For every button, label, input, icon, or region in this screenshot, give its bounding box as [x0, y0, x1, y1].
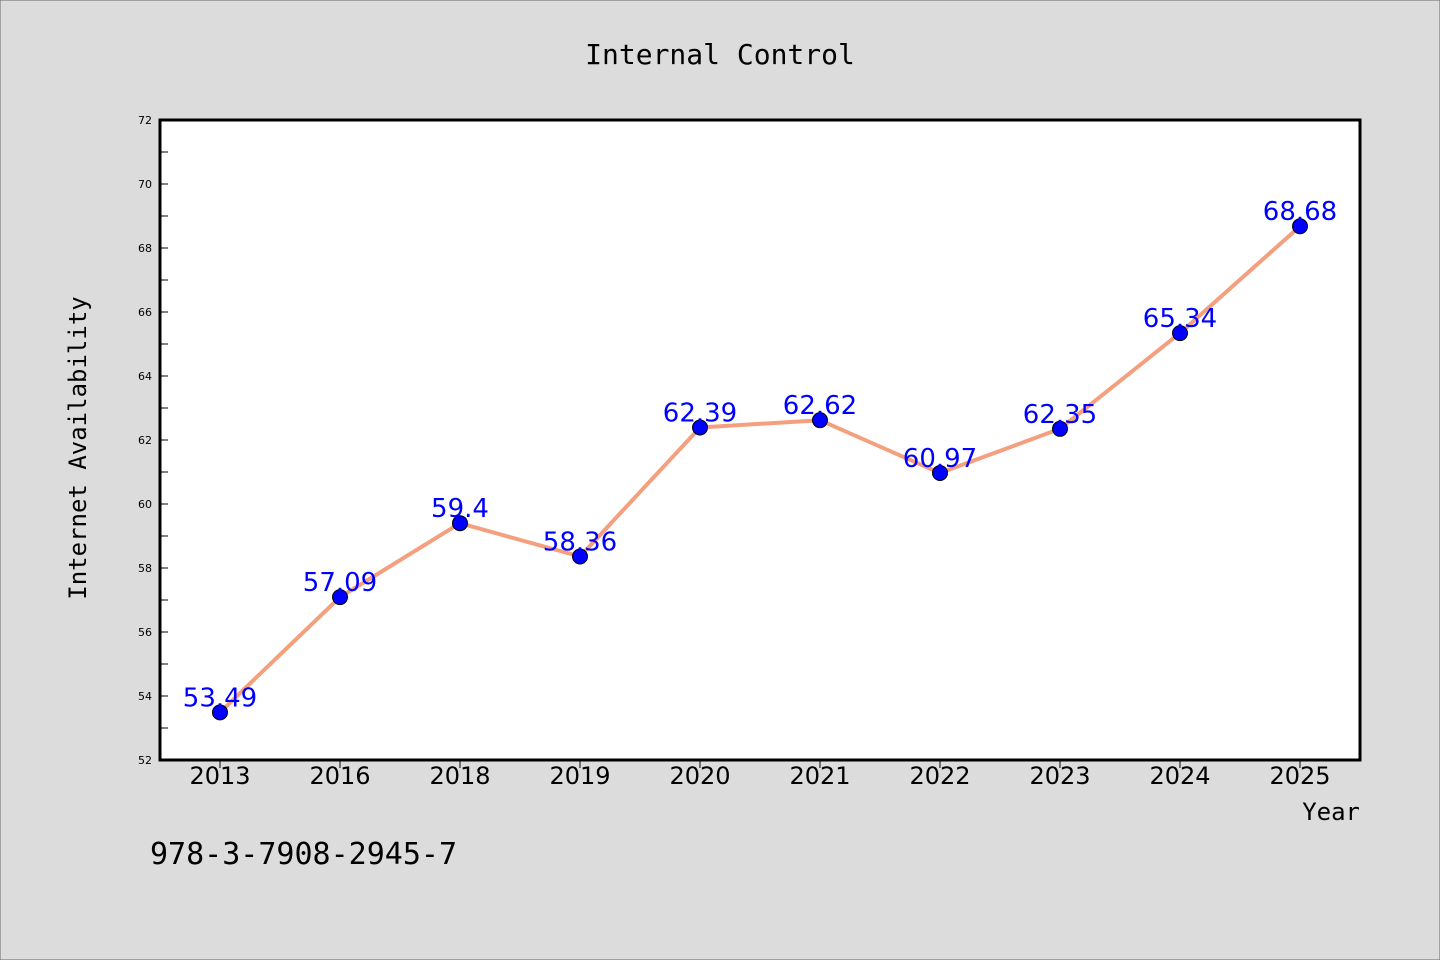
data-point: [1292, 218, 1308, 235]
x-tick-label: 2013: [189, 762, 250, 790]
data-label: 68.68: [1263, 197, 1337, 227]
data-point: [452, 515, 468, 532]
data-label: 60.97: [903, 444, 977, 474]
data-point: [692, 419, 708, 436]
y-tick-label: 66: [138, 306, 152, 319]
data-point: [1052, 420, 1068, 437]
data-label: 53.49: [183, 683, 257, 713]
y-tick-label: 72: [138, 114, 152, 127]
y-tick-label: 54: [138, 690, 152, 703]
data-point: [332, 589, 348, 606]
x-tick-label: 2019: [549, 762, 610, 790]
data-label: 57.09: [303, 568, 377, 598]
chart-title: Internal Control: [585, 38, 855, 71]
y-tick-label: 64: [138, 370, 152, 383]
data-label: 62.39: [663, 399, 737, 429]
y-tick-label: 58: [138, 562, 152, 575]
data-point: [812, 412, 828, 429]
data-point: [212, 704, 228, 721]
y-tick-label: 62: [138, 434, 152, 447]
footer-code: 978-3-7908-2945-7: [150, 837, 457, 872]
x-tick-label: 2023: [1029, 762, 1090, 790]
data-point: [1172, 325, 1188, 342]
x-tick-label: 2024: [1149, 762, 1210, 790]
x-tick-label: 2018: [429, 762, 490, 790]
data-point: [572, 548, 588, 565]
x-tick-label: 2021: [789, 762, 850, 790]
y-axis-label: Internet Availability: [64, 296, 92, 599]
data-label: 62.35: [1023, 400, 1097, 430]
y-tick-label: 56: [138, 626, 152, 639]
x-tick-label: 2022: [909, 762, 970, 790]
data-label: 62.62: [783, 391, 857, 421]
x-axis-label: Year: [1302, 798, 1360, 826]
x-tick-label: 2020: [669, 762, 730, 790]
data-label: 58.36: [543, 527, 617, 557]
plot-border: [158, 118, 1362, 762]
y-tick-label: 68: [138, 242, 152, 255]
data-label: 59.4: [431, 494, 489, 524]
y-tick-label: 70: [138, 178, 152, 191]
data-point: [932, 464, 948, 481]
data-label: 65.34: [1143, 304, 1217, 334]
plot-area: [160, 120, 1360, 760]
y-tick-label: 60: [138, 498, 152, 511]
x-tick-label: 2016: [309, 762, 370, 790]
series-line: [218, 224, 1302, 714]
x-tick-label: 2025: [1269, 762, 1330, 790]
y-tick-label: 52: [138, 754, 152, 767]
